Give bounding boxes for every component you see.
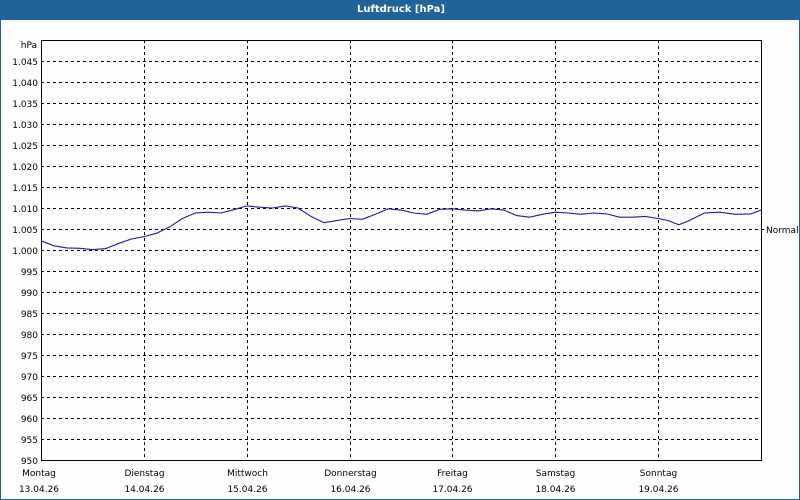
chart-title: Luftdruck [hPa] — [1, 0, 800, 20]
y-tick-label: 995 — [21, 268, 38, 278]
normal-label: Normal — [766, 226, 799, 236]
y-tick-label: 970 — [21, 373, 38, 383]
x-tick-date: 19.04.26 — [638, 485, 678, 495]
x-tick-date: 18.04.26 — [535, 485, 575, 495]
x-tick-day: Samstag — [536, 469, 575, 479]
x-tick-date: 17.04.26 — [432, 485, 472, 495]
y-tick-label: 1.005 — [12, 226, 38, 236]
x-tick-day: Dienstag — [124, 469, 164, 479]
plot-frame — [41, 40, 762, 461]
x-tick-date: 15.04.26 — [227, 485, 267, 495]
y-tick-label: 1.045 — [12, 58, 38, 68]
y-tick-label: 980 — [21, 331, 38, 341]
y-tick-label: 1.025 — [12, 142, 38, 152]
y-tick-label: 1.010 — [12, 205, 38, 215]
x-tick-day: Mittwoch — [227, 469, 268, 479]
y-tick-label: 965 — [21, 394, 38, 404]
pressure-line — [40, 205, 762, 251]
y-tick-label: 990 — [21, 289, 38, 299]
y-tick-label: 955 — [21, 436, 38, 446]
x-tick-day: Montag — [22, 469, 56, 479]
y-tick-label: 1.020 — [12, 163, 38, 173]
y-tick-label: 960 — [21, 415, 38, 425]
y-tick-label: 950 — [21, 457, 38, 467]
x-tick-date: 13.04.26 — [19, 485, 59, 495]
y-tick-label: 1.030 — [12, 121, 38, 131]
y-tick-label: 985 — [21, 310, 38, 320]
x-tick-day: Donnerstag — [324, 469, 377, 479]
x-tick-day: Sonntag — [640, 469, 677, 479]
pressure-chart: hPa 1.045 1.040 1.035 1.030 1.025 1.020 1.015 1.… — [12, 40, 799, 495]
x-tick-date: 16.04.26 — [330, 485, 370, 495]
y-tick-label: 1.035 — [12, 100, 38, 110]
x-tick-date: 14.04.26 — [124, 485, 164, 495]
y-tick-label: 975 — [21, 352, 38, 362]
y-tick-label: 1.040 — [12, 79, 38, 89]
y-tick-label: 1.015 — [12, 184, 38, 194]
x-tick-day: Freitag — [437, 469, 468, 479]
y-tick-label: 1.000 — [12, 247, 38, 257]
y-axis-unit: hPa — [21, 41, 37, 51]
